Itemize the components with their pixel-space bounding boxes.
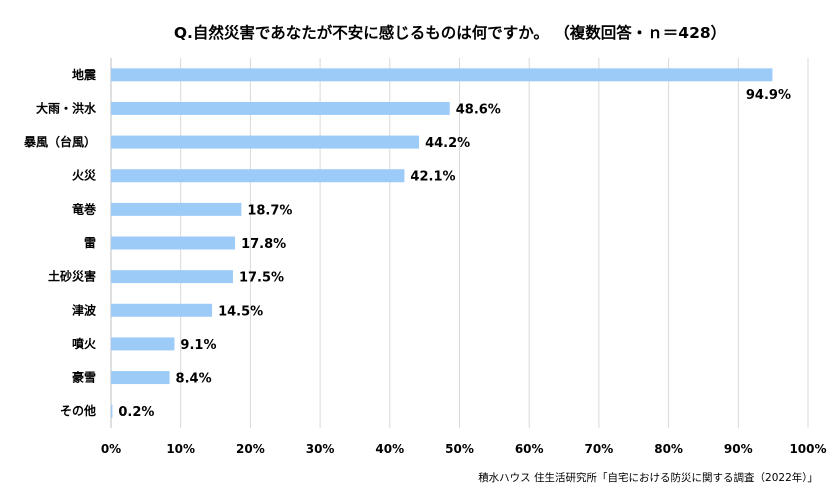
gridlines — [110, 58, 809, 428]
category-label: 大雨・洪水 — [36, 100, 97, 115]
data-label: 42.1% — [410, 170, 455, 185]
x-tick-label: 30% — [306, 442, 335, 456]
category-label: 火災 — [72, 169, 97, 183]
category-label: 暴風（台風） — [23, 134, 96, 149]
data-labels: 94.9% 48.6% 44.2% 42.1% 18.7% 17.8% 17.5% 14.5%… — [118, 88, 791, 420]
bar — [111, 303, 213, 317]
bar — [111, 68, 773, 82]
x-tick-label: 40% — [375, 442, 404, 456]
data-label: 94.9% — [746, 88, 791, 103]
category-label: 津波 — [72, 302, 97, 317]
x-tick-label: 60% — [515, 442, 544, 456]
bar — [111, 135, 420, 149]
x-tick-label: 50% — [445, 442, 474, 456]
bar — [111, 337, 175, 351]
bar — [111, 270, 233, 284]
data-label: 9.1% — [180, 338, 216, 353]
category-label: 豪雪 — [72, 370, 96, 385]
bar — [111, 404, 113, 418]
bar — [111, 202, 242, 216]
x-tick-label: 20% — [236, 442, 265, 456]
x-tick-label: 90% — [724, 442, 753, 456]
x-tick-label: 10% — [166, 442, 195, 456]
category-label: 土砂災害 — [48, 269, 96, 284]
category-label: 噴火 — [72, 336, 97, 351]
x-tick-label: 0% — [101, 442, 121, 456]
data-label: 0.2% — [118, 405, 154, 420]
x-tick-label: 100% — [789, 442, 826, 456]
category-label: 竜巻 — [72, 201, 97, 216]
category-label: その他 — [60, 403, 96, 418]
bars — [111, 68, 773, 418]
data-label: 17.5% — [239, 271, 284, 286]
bar — [111, 101, 450, 115]
x-tick-label: 70% — [585, 442, 614, 456]
source-note: 積水ハウス 住生活研究所「自宅における防災に関する調査（2022年）」 — [478, 471, 818, 484]
data-label: 8.4% — [176, 372, 212, 387]
data-label: 48.6% — [456, 102, 501, 117]
category-label: 地震 — [72, 67, 97, 82]
data-label: 18.7% — [247, 203, 292, 218]
x-tick-labels: 0% 10% 20% 30% 40% 50% 60% 70% 80% 90% 100% — [101, 442, 827, 456]
data-label: 44.2% — [425, 136, 470, 151]
data-label: 17.8% — [241, 237, 286, 252]
x-tick-label: 80% — [654, 442, 683, 456]
chart-title: Q.自然災害であなたが不安に感じるものは何ですか。 （複数回答・ｎ＝428） — [174, 23, 726, 42]
data-label: 14.5% — [218, 304, 263, 319]
bar — [111, 236, 236, 250]
bar — [111, 371, 170, 385]
category-label: 雷 — [84, 236, 96, 250]
bar — [111, 169, 405, 183]
